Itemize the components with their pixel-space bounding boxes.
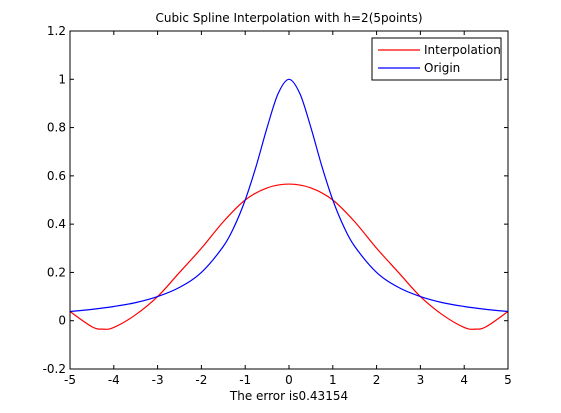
y-tick-label: 0.4 (47, 217, 66, 231)
x-tick-label: -1 (239, 373, 251, 387)
y-tick-label: 1.2 (47, 24, 66, 38)
y-tick-label: 1 (58, 72, 66, 86)
plot-lines (69, 78, 509, 330)
legend-label-origin: Origin (424, 61, 460, 75)
y-tick-label: 0.2 (47, 265, 66, 279)
x-axis-label: The error is0.43154 (229, 389, 348, 403)
x-tick-label: 1 (329, 373, 337, 387)
y-tick-label: 0.8 (47, 121, 66, 135)
y-tick-label: 0 (58, 314, 66, 328)
series-line-origin (69, 78, 509, 313)
x-tick-label: -5 (64, 373, 76, 387)
chart-title: Cubic Spline Interpolation with h=2(5poi… (155, 11, 422, 25)
legend: Interpolation Origin (371, 37, 502, 81)
plot-area (70, 31, 508, 369)
legend-box (371, 37, 502, 81)
x-tick-label: 3 (417, 373, 425, 387)
axis-tick-labels: -5 -4 -3 -2 -1 0 1 2 3 4 5 -0.2 0 0.2 0.4 0.6 0.8 1 1.2 (43, 24, 512, 387)
y-tick-label: 0.6 (47, 169, 66, 183)
legend-label-interpolation: Interpolation (424, 43, 501, 57)
series-line-interpolation (69, 183, 509, 330)
x-tick-label: 0 (285, 373, 293, 387)
axis-ticks (69, 30, 509, 370)
x-tick-label: -2 (195, 373, 207, 387)
x-tick-label: 2 (373, 373, 381, 387)
y-tick-label: -0.2 (43, 362, 66, 376)
x-tick-label: 5 (504, 373, 512, 387)
x-tick-label: -3 (152, 373, 164, 387)
x-tick-label: 4 (460, 373, 468, 387)
x-tick-label: -4 (108, 373, 120, 387)
